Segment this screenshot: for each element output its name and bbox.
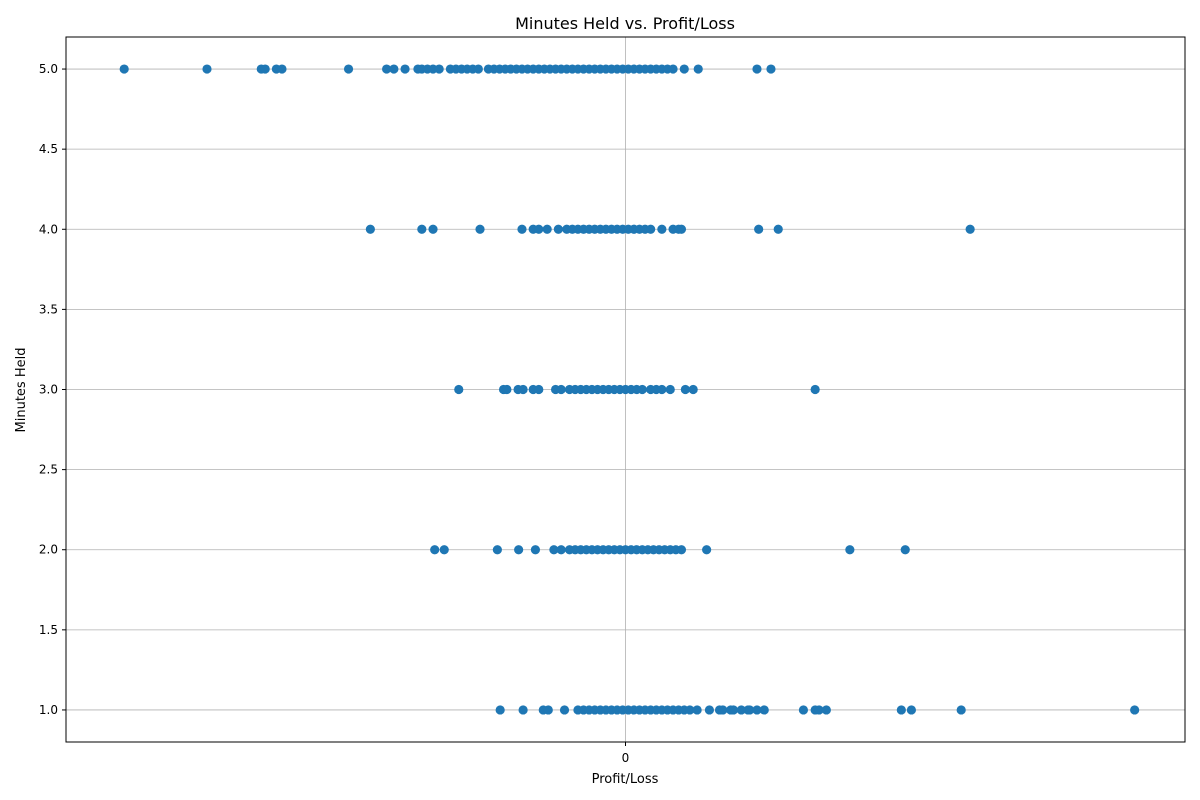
data-point: [553, 224, 563, 234]
data-point: [745, 705, 755, 715]
data-point: [965, 224, 975, 234]
data-point: [417, 224, 427, 234]
data-point: [502, 384, 512, 395]
data-point: [845, 545, 855, 555]
data-point: [530, 545, 541, 555]
data-point: [773, 224, 783, 234]
data-point: [559, 705, 570, 715]
data-point: [896, 705, 906, 715]
data-point: [718, 705, 728, 715]
data-point: [692, 705, 702, 715]
data-point: [676, 224, 687, 234]
data-point: [434, 64, 444, 74]
data-point: [277, 64, 287, 74]
y-axis-label: Minutes Held: [14, 348, 29, 433]
data-point: [202, 64, 212, 74]
data-point: [518, 384, 528, 395]
x-axis-label: Profit/Loss: [592, 772, 659, 787]
data-point: [906, 705, 917, 715]
data-point: [956, 705, 966, 715]
data-point: [693, 64, 703, 74]
data-point: [688, 384, 698, 395]
data-point: [637, 384, 647, 395]
data-point: [752, 705, 762, 715]
data-point: [365, 224, 375, 234]
data-point: [517, 224, 527, 234]
data-point: [343, 64, 354, 74]
x-axis-ticks: 0: [622, 742, 630, 765]
data-point: [400, 64, 410, 74]
data-point: [534, 224, 544, 234]
data-point: [260, 64, 270, 74]
x-tick-label: 0: [622, 751, 630, 765]
data-point: [1130, 705, 1140, 715]
data-point: [754, 224, 764, 234]
data-point: [646, 224, 656, 234]
y-tick-label: 5.0: [39, 62, 58, 76]
data-point: [679, 64, 689, 74]
chart-title: Minutes Held vs. Profit/Loss: [515, 14, 735, 33]
y-tick-label: 3.0: [39, 383, 58, 397]
data-point: [766, 64, 776, 74]
data-points: [119, 64, 1140, 715]
y-tick-label: 2.5: [39, 463, 58, 477]
data-point: [381, 64, 392, 74]
data-point: [495, 705, 505, 715]
data-point: [473, 64, 483, 74]
data-point: [542, 224, 552, 234]
data-point: [685, 705, 695, 715]
y-tick-label: 2.0: [39, 543, 58, 557]
data-point: [821, 705, 831, 715]
data-point: [430, 545, 440, 555]
data-point: [439, 545, 449, 555]
data-point: [728, 705, 739, 715]
data-point: [736, 705, 746, 715]
y-tick-label: 4.0: [39, 222, 58, 236]
data-point: [534, 384, 544, 395]
data-point: [759, 705, 769, 715]
data-point: [514, 545, 524, 555]
y-tick-label: 1.5: [39, 623, 58, 637]
y-tick-label: 3.5: [39, 302, 58, 316]
data-point: [814, 705, 824, 715]
data-point: [492, 545, 502, 555]
data-point: [810, 384, 820, 395]
data-point: [454, 384, 464, 395]
data-point: [798, 705, 809, 715]
data-point: [428, 224, 438, 234]
y-tick-label: 4.5: [39, 142, 58, 156]
data-point: [676, 545, 687, 555]
data-point: [680, 384, 690, 395]
data-point: [549, 545, 559, 555]
data-point: [119, 64, 129, 74]
y-axis-ticks: 1.0 1.5 2.0 2.5 3.0 3.5 4.0 4.5 5.0: [39, 62, 66, 717]
data-point: [543, 705, 553, 715]
data-point: [556, 384, 566, 395]
data-point: [900, 545, 910, 555]
data-point: [752, 64, 762, 74]
data-point: [518, 705, 528, 715]
data-point: [702, 545, 712, 555]
data-point: [704, 705, 715, 715]
data-point: [657, 224, 667, 234]
data-point: [665, 384, 675, 395]
data-point: [389, 64, 399, 74]
data-point: [657, 384, 667, 395]
data-point: [668, 64, 678, 74]
data-point: [475, 224, 485, 234]
y-tick-label: 1.0: [39, 703, 58, 717]
data-point: [556, 545, 566, 555]
